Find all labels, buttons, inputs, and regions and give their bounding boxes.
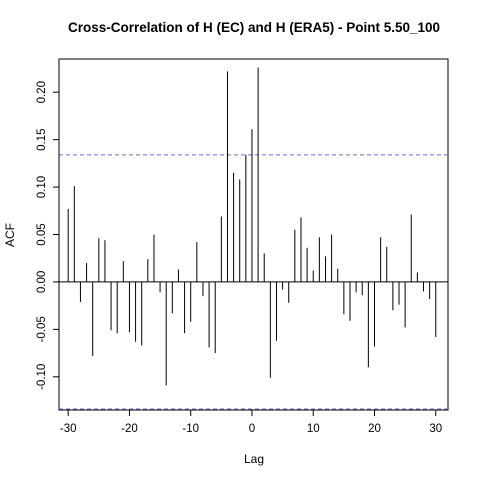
x-tick-label: 10	[307, 423, 320, 435]
x-axis-label: Lag	[244, 452, 264, 466]
x-tick-label: -10	[182, 423, 199, 435]
ccf-bars	[67, 67, 437, 386]
x-tick-label: 20	[368, 423, 381, 435]
y-tick-label: -0.05	[36, 316, 48, 342]
x-tick-label: -30	[60, 423, 77, 435]
plot-frame	[58, 58, 449, 411]
y-tick-label: 0.15	[36, 128, 48, 150]
chart-title: Cross-Correlation of H (EC) and H (ERA5)…	[68, 20, 440, 35]
y-axis-label: ACF	[3, 223, 17, 247]
x-tick-label: 0	[249, 423, 255, 435]
y-axis: -0.10 -0.05 0.00 0.05 0.10 0.15 0.20	[36, 81, 60, 390]
x-tick-label: 30	[429, 423, 442, 435]
y-tick-label: -0.10	[36, 364, 48, 390]
x-tick-label: -20	[121, 423, 138, 435]
x-axis: -30 -20 -10 0 10 20 30	[60, 409, 442, 435]
y-tick-label: 0.20	[36, 81, 48, 103]
y-tick-label: 0.00	[36, 271, 48, 293]
y-tick-label: 0.05	[36, 223, 48, 245]
y-tick-label: 0.10	[36, 176, 48, 198]
